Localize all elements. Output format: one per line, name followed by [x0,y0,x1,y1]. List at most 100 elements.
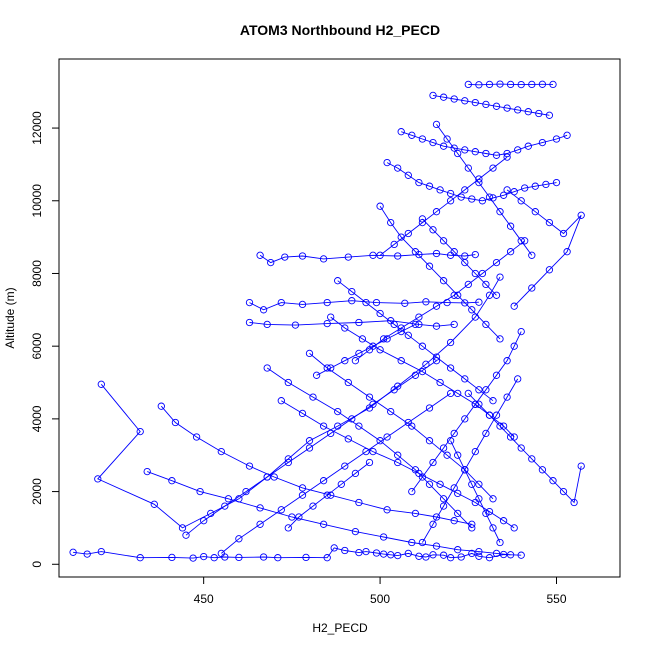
data-point [323,319,331,328]
data-point [97,380,105,388]
data-point [270,473,278,481]
data-point [312,371,321,379]
data-point [577,211,585,219]
data-point [454,291,462,299]
data-point [83,550,91,558]
data-point [496,80,504,88]
data-point [302,553,310,562]
data-point [570,498,578,507]
data-point [471,98,479,107]
data-point [372,298,381,307]
data-point [390,320,398,329]
data-point [577,462,585,470]
data-point [475,480,483,488]
data-point [344,253,352,261]
data-point [263,473,271,481]
data-point [408,487,416,496]
series-line-25 [422,218,497,296]
data-point [235,553,243,562]
data-point [482,149,490,158]
series-line-1 [97,276,501,529]
data-point [379,533,388,541]
data-point [150,500,158,508]
data-point [510,302,518,310]
series-line-18 [467,393,582,504]
data-point [528,80,536,89]
data-point [362,547,370,556]
data-point [344,378,352,387]
data-point [298,409,307,418]
data-point [394,252,402,260]
data-point [369,342,377,350]
data-point [259,306,268,314]
data-point [496,273,504,281]
data-point [351,469,360,478]
data-point [418,473,427,481]
data-point [461,186,469,194]
data-point [471,269,479,278]
data-point [192,433,201,441]
data-point [394,164,402,172]
data-point [552,135,561,143]
data-point [446,338,455,347]
data-point [404,549,412,558]
data-point [143,467,151,476]
series-line-24 [379,156,508,256]
data-point [538,80,547,88]
data-point [334,407,342,416]
data-point [461,299,469,307]
data-point [277,397,285,405]
data-point [446,197,455,205]
data-point [397,357,405,365]
data-point [284,378,292,387]
data-point [549,80,557,89]
data-point [478,269,487,278]
data-point [295,513,303,521]
data-point [464,80,472,89]
data-point [404,171,412,179]
data-point [535,109,543,118]
data-point [182,531,190,539]
data-point [559,229,568,238]
data-point [189,554,197,562]
series-line-8 [281,400,515,529]
data-point [415,178,423,187]
series-line-20 [422,378,519,543]
data-point [242,487,250,496]
data-point [496,538,504,547]
data-point [468,524,476,532]
data-point [274,554,282,562]
data-point [327,313,335,321]
data-point [485,291,494,299]
series-line-6 [259,253,476,264]
data-point [563,131,571,139]
data-point [397,233,405,241]
data-point [397,128,405,136]
data-point [464,164,472,172]
data-point [415,320,423,329]
data-point [496,422,504,430]
data-point [429,520,437,528]
data-point [415,552,423,560]
data-point [531,208,539,216]
data-point [450,248,458,256]
data-point [369,447,377,456]
data-point [475,547,483,556]
data-point [196,487,204,496]
x-axis: 450 500 550 [194,576,567,606]
data-point [436,378,444,387]
y-tick-label: 0 [30,561,44,568]
data-point [503,153,511,161]
data-point [387,551,395,559]
data-point [517,237,525,245]
data-point [355,318,363,327]
data-point [305,444,314,452]
data-point [549,477,557,485]
data-point [136,554,144,562]
data-point [517,551,525,559]
data-point [432,513,441,521]
data-point [425,480,434,488]
data-point [506,80,515,89]
data-point [450,144,458,152]
data-point [461,146,469,154]
